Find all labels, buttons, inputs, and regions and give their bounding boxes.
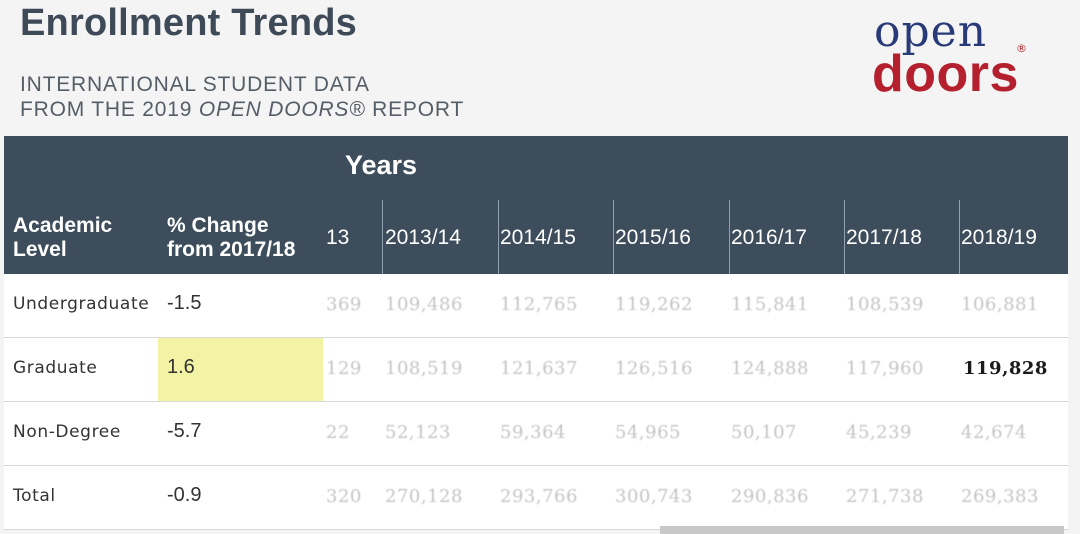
column-divider: [729, 200, 730, 274]
col-year: 2016/17: [731, 226, 807, 249]
row-value: 52,123: [385, 422, 451, 443]
table-header: Years Academic Level % Change from 2017/…: [4, 136, 1068, 274]
row-change: -1.5: [167, 292, 202, 314]
row-level: Total: [13, 486, 56, 506]
row-level: Undergraduate: [13, 294, 150, 314]
row-value: 270,128: [385, 486, 463, 507]
row-value: 109,486: [385, 294, 463, 315]
row-change: -5.7: [167, 420, 202, 442]
row-value: 108,539: [846, 294, 924, 315]
row-value: 290,836: [731, 486, 809, 507]
open-doors-logo[interactable]: open ® doors: [872, 6, 1032, 102]
subtitle-line-1: INTERNATIONAL STUDENT DATA: [20, 73, 370, 96]
col-percent-change-line1: % Change: [167, 214, 269, 237]
page-title: Enrollment Trends: [20, 2, 358, 44]
row-value: 45,239: [846, 422, 912, 443]
col-year: 13: [326, 226, 350, 249]
subtitle-line-2-post: REPORT: [365, 98, 465, 121]
row-level: Non-Degree: [13, 422, 121, 442]
col-year: 2013/14: [385, 226, 461, 249]
col-academic-level: Academic Level: [13, 214, 112, 262]
logo-doors-text: doors: [872, 45, 1019, 103]
row-level: Graduate: [13, 358, 98, 378]
row-value: 121,637: [500, 358, 578, 379]
row-value: 112,765: [500, 294, 578, 315]
column-divider: [498, 200, 499, 274]
column-divider: [382, 200, 383, 274]
table-row-graduate: Graduate 1.6 129 108,519 121,637 126,516…: [4, 338, 1068, 402]
table-row-non-degree: Non-Degree -5.7 22 52,123 59,364 54,965 …: [4, 402, 1068, 466]
row-value: 119,262: [615, 294, 693, 315]
column-divider: [959, 200, 960, 274]
row-value: 271,738: [846, 486, 924, 507]
col-percent-change: % Change from 2017/18: [167, 214, 295, 262]
logo-open-text: open: [874, 6, 988, 57]
registered-mark: ®: [1016, 42, 1027, 55]
row-value: 42,674: [961, 422, 1027, 443]
col-academic-level-line1: Academic: [13, 214, 113, 237]
row-value: 320: [326, 486, 362, 507]
col-year: 2018/19: [961, 226, 1037, 249]
row-value: 293,766: [500, 486, 578, 507]
row-value: 22: [326, 422, 350, 443]
page-subtitle: INTERNATIONAL STUDENT DATA FROM THE 2019…: [20, 72, 464, 122]
horizontal-scrollbar[interactable]: [660, 526, 1064, 534]
row-value: 108,519: [385, 358, 463, 379]
row-value: 269,383: [961, 486, 1039, 507]
row-value: 115,841: [731, 294, 809, 315]
col-year: 2014/15: [500, 226, 576, 249]
row-value-highlighted: 119,828: [963, 358, 1048, 379]
row-value: 117,960: [846, 358, 924, 379]
subtitle-line-2-em: OPEN DOORS®: [198, 98, 366, 121]
row-value: 126,516: [615, 358, 693, 379]
row-value: 59,364: [500, 422, 566, 443]
column-divider: [844, 200, 845, 274]
row-value: 129: [326, 358, 362, 379]
column-divider: [613, 200, 614, 274]
row-value: 369: [326, 294, 362, 315]
enrollment-table: Years Academic Level % Change from 2017/…: [4, 136, 1068, 530]
col-academic-level-line2: Level: [13, 238, 67, 261]
col-year: 2017/18: [846, 226, 922, 249]
row-value: 50,107: [731, 422, 797, 443]
col-percent-change-line2: from 2017/18: [167, 238, 296, 261]
table-row-total: Total -0.9 320 270,128 293,766 300,743 2…: [4, 466, 1068, 530]
row-value: 54,965: [615, 422, 681, 443]
row-value: 124,888: [731, 358, 809, 379]
change-highlight: [158, 338, 323, 401]
subtitle-line-2-pre: FROM THE 2019: [20, 98, 199, 121]
row-change: -0.9: [167, 484, 202, 506]
years-header: Years: [345, 150, 418, 180]
row-value: 106,881: [961, 294, 1039, 315]
row-change: 1.6: [167, 356, 195, 378]
table-row-undergraduate: Undergraduate -1.5 369 109,486 112,765 1…: [4, 274, 1068, 338]
row-value: 300,743: [615, 486, 693, 507]
subtitle-line-2: FROM THE 2019 OPEN DOORS® REPORT: [20, 97, 464, 122]
col-year: 2015/16: [615, 226, 691, 249]
